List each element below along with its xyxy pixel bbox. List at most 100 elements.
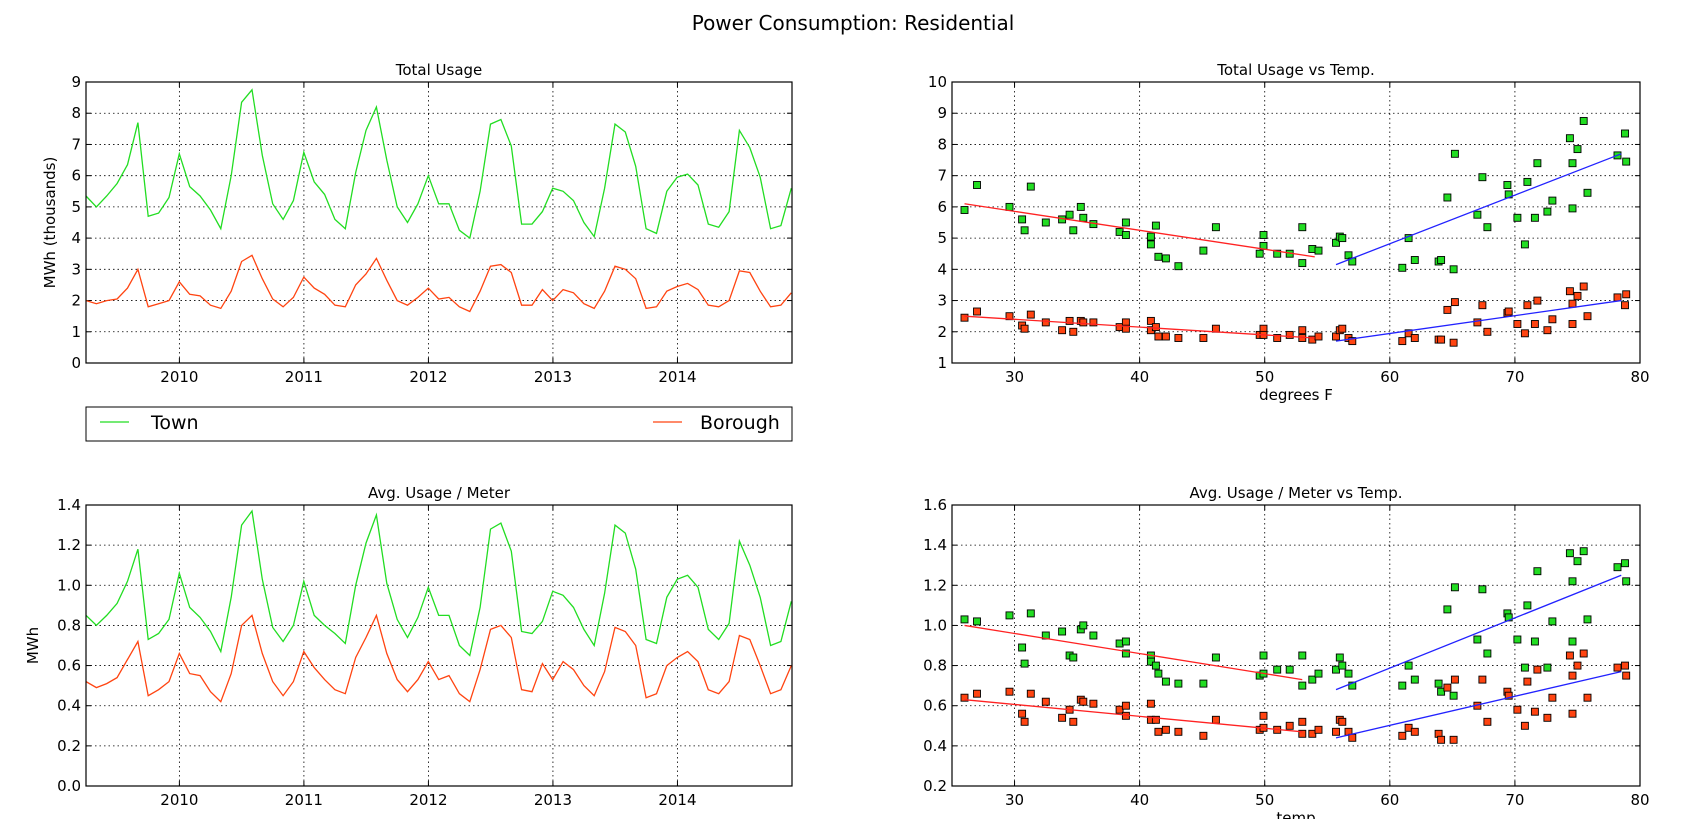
scatter-point-town	[1568, 577, 1577, 586]
legend-town-label: Town	[150, 412, 199, 434]
y-tick-label: 2	[937, 323, 947, 341]
x-tick-label: 40	[1130, 368, 1149, 386]
scatter-point-borough	[1154, 332, 1163, 341]
chart-avg_usage_per_meter_vs_temp: Avg. Usage / Meter vs Temp. 30 40 50 60 70 80 0…	[923, 484, 1649, 819]
x-tick-label: 30	[1005, 368, 1024, 386]
scatter-point-town	[1161, 254, 1170, 263]
x-tick-label: 2010	[160, 368, 198, 386]
scatter-point-borough	[1041, 318, 1050, 327]
scatter-point-borough	[1115, 705, 1124, 714]
scatter-point-borough	[1298, 729, 1307, 738]
scatter-point-borough	[1041, 697, 1050, 706]
x-tick-label: 2010	[160, 791, 198, 809]
series-line-town	[86, 509, 792, 657]
scatter-point-town	[1533, 159, 1542, 168]
scatter-point-town	[1259, 651, 1268, 660]
scatter-point-town	[1020, 659, 1029, 668]
scatter-point-town	[1348, 681, 1357, 690]
scatter-point-borough	[1410, 334, 1419, 342]
scatter-point-borough	[1568, 709, 1577, 718]
scatter-point-town	[1199, 246, 1208, 255]
scatter-point-borough	[1530, 707, 1539, 716]
fit-line	[1335, 574, 1622, 691]
scatter-point-borough	[1543, 713, 1552, 722]
scatter-point-borough	[1543, 326, 1552, 335]
scatter-point-borough	[1089, 699, 1098, 708]
scatter-point-town	[1434, 679, 1443, 688]
axes-frame	[951, 504, 1641, 787]
y-tick-label: 0.8	[923, 657, 947, 675]
scatter-point-town	[1174, 262, 1183, 271]
y-tick-label: 0.0	[57, 777, 81, 795]
scatter-point-town	[973, 617, 981, 626]
scatter-point-town	[1622, 577, 1631, 586]
scatter-point-borough	[1065, 316, 1074, 325]
x-tick-label: 70	[1505, 791, 1524, 809]
y-tick-label: 9	[937, 104, 947, 122]
scatter-point-town	[1298, 651, 1307, 660]
scatter-point-town	[1174, 679, 1183, 688]
scatter-point-town	[1573, 557, 1582, 566]
scatter-point-borough	[1504, 691, 1513, 700]
scatter-point-town	[1161, 677, 1170, 686]
scatter-point-borough	[1621, 661, 1629, 670]
scatter-point-town	[1199, 679, 1208, 688]
scatter-point-borough	[1058, 326, 1067, 335]
scatter-point-town	[1478, 585, 1487, 594]
scatter-point-borough	[1161, 332, 1170, 341]
scatter-point-borough	[1398, 337, 1407, 346]
scatter-point-town	[1533, 567, 1542, 576]
scatter-point-borough	[1443, 305, 1452, 314]
scatter-point-borough	[1565, 287, 1574, 296]
fit-line	[964, 699, 1303, 733]
chart-title: Avg. Usage / Meter	[368, 484, 511, 502]
scatter-point-town	[1041, 218, 1050, 227]
y-tick-label: 0.6	[923, 697, 947, 715]
scatter-point-town	[1121, 649, 1130, 658]
scatter-point-borough	[1573, 291, 1582, 300]
scatter-point-borough	[1450, 675, 1459, 684]
scatter-point-borough	[1622, 290, 1631, 299]
scatter-point-borough	[1621, 301, 1629, 310]
fit-line	[964, 624, 1303, 681]
y-tick-label: 7	[937, 167, 947, 185]
scatter-point-town	[1443, 605, 1452, 614]
scatter-point-town	[1026, 182, 1035, 191]
scatter-point-borough	[1504, 307, 1513, 316]
scatter-point-town	[1069, 226, 1078, 235]
fit-line	[1335, 153, 1622, 266]
scatter-point-borough	[1079, 318, 1088, 327]
scatter-point-town	[1410, 675, 1419, 684]
fit-line	[964, 203, 1315, 258]
scatter-point-borough	[1513, 705, 1522, 714]
x-tick-label: 60	[1380, 368, 1399, 386]
plot-area	[86, 509, 792, 703]
scatter-point-town	[1573, 145, 1582, 154]
scatter-point-borough	[1523, 301, 1532, 310]
scatter-point-borough	[1404, 723, 1413, 732]
scatter-point-town	[1089, 631, 1098, 640]
scatter-point-borough	[1622, 671, 1631, 680]
scatter-point-town	[1520, 663, 1529, 672]
scatter-point-borough	[1404, 329, 1413, 338]
x-tick-label: 50	[1255, 368, 1274, 386]
x-tick-label: 80	[1630, 791, 1649, 809]
y-tick-label: 1	[71, 323, 81, 341]
fit-line	[1335, 299, 1622, 342]
scatter-point-borough	[1005, 312, 1014, 321]
scatter-point-town	[1579, 117, 1588, 125]
scatter-point-borough	[1018, 709, 1027, 718]
scatter-point-borough	[1437, 735, 1446, 744]
scatter-point-borough	[1314, 332, 1323, 341]
scatter-point-town	[1076, 202, 1085, 211]
y-tick-label: 6	[71, 167, 81, 185]
scatter-point-borough	[1005, 687, 1014, 696]
scatter-point-borough	[960, 313, 969, 322]
chart-total_usage_vs_temp: Total Usage vs Temp. 30 40 50 60 70 80 1 2 3 4 5 6 7 8…	[928, 61, 1650, 404]
scatter-point-town	[1473, 210, 1482, 219]
scatter-point-town	[1338, 661, 1347, 670]
y-axis-label: MWh (thousands)	[41, 157, 59, 289]
scatter-point-borough	[1314, 725, 1323, 734]
scatter-point-town	[1622, 157, 1631, 166]
scatter-point-town	[1503, 181, 1512, 189]
